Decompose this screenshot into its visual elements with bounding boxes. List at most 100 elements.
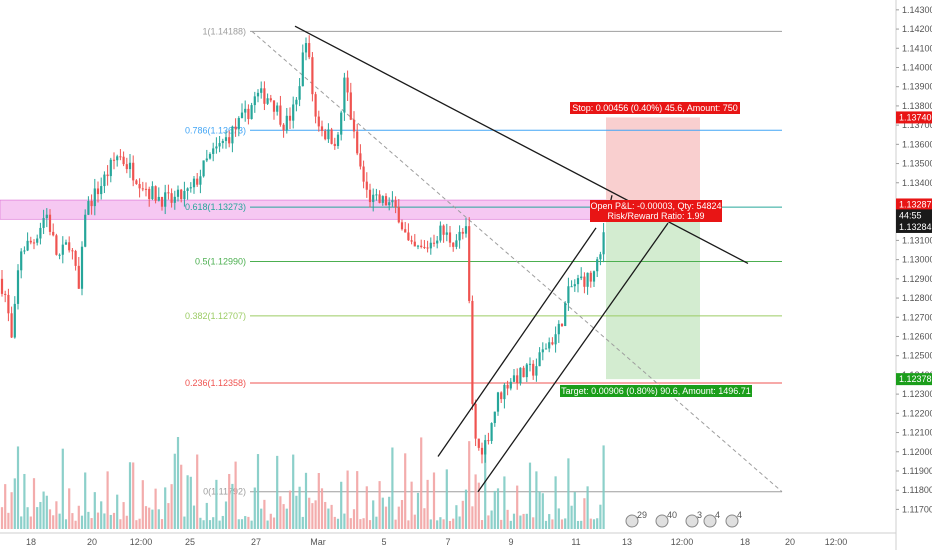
candle-body bbox=[532, 363, 535, 376]
volume-bar bbox=[237, 519, 240, 529]
candle-body bbox=[583, 276, 586, 287]
volume-bar bbox=[109, 514, 112, 529]
candle-body bbox=[349, 92, 352, 120]
candle-body bbox=[432, 242, 436, 244]
candle-body bbox=[493, 411, 496, 424]
time-tick-label: 13 bbox=[622, 537, 632, 547]
volume-bar bbox=[116, 494, 119, 529]
trend-line[interactable] bbox=[477, 222, 669, 493]
candle-body bbox=[218, 143, 221, 147]
fib-level-label: 1(1.14188) bbox=[202, 26, 246, 36]
volume-bar bbox=[506, 509, 509, 529]
candle-body bbox=[7, 294, 10, 314]
volume-bar bbox=[298, 486, 301, 529]
candle-body bbox=[372, 194, 375, 203]
volume-bar bbox=[90, 518, 93, 529]
volume-bar bbox=[564, 518, 567, 529]
candle-body bbox=[400, 222, 404, 230]
candle-body bbox=[375, 194, 378, 196]
candle-body bbox=[93, 188, 96, 207]
volume-bar bbox=[429, 519, 432, 529]
candle-body bbox=[397, 207, 400, 223]
volume-bar bbox=[292, 454, 295, 529]
candle-body bbox=[231, 126, 234, 144]
candle-body bbox=[304, 43, 308, 53]
volume-bar bbox=[279, 496, 282, 529]
volume-bar bbox=[480, 520, 484, 529]
event-count: 4 bbox=[737, 510, 742, 520]
time-tick-label: 7 bbox=[445, 537, 450, 547]
candle-body bbox=[388, 202, 391, 206]
candle-body bbox=[525, 364, 528, 378]
candle-body bbox=[42, 218, 45, 228]
candle-body bbox=[560, 323, 564, 327]
candle-body bbox=[23, 250, 26, 252]
candle-body bbox=[135, 180, 138, 185]
volume-bar bbox=[247, 516, 250, 529]
price-tick-label: 1.12600 bbox=[902, 331, 932, 341]
candle-body bbox=[541, 349, 544, 353]
volume-bar bbox=[535, 471, 538, 529]
volume-bar bbox=[586, 486, 589, 529]
economic-event-icon[interactable] bbox=[725, 514, 739, 528]
event-count: 29 bbox=[637, 510, 647, 520]
time-tick-label: 18 bbox=[740, 537, 750, 547]
volume-bar bbox=[221, 515, 224, 529]
price-tick-label: 1.14300 bbox=[902, 5, 932, 15]
candle-body bbox=[298, 86, 301, 100]
candle-body bbox=[167, 192, 170, 194]
candle-body bbox=[173, 196, 176, 203]
volume-bar bbox=[311, 503, 314, 529]
candle-body bbox=[416, 245, 420, 247]
candle-body bbox=[564, 303, 567, 327]
candle-body bbox=[125, 164, 128, 170]
candle-body bbox=[458, 231, 461, 241]
economic-event-icon[interactable] bbox=[655, 514, 669, 528]
candle-body bbox=[333, 143, 336, 147]
volume-bar bbox=[282, 504, 285, 529]
candle-body bbox=[192, 178, 196, 188]
candle-body bbox=[36, 238, 39, 243]
volume-bar bbox=[349, 518, 352, 529]
volume-bar bbox=[458, 516, 461, 529]
target-label: Target: 0.00906 (0.80%) 90.6, Amount: 14… bbox=[561, 386, 751, 396]
candle-body bbox=[509, 381, 512, 389]
trend-line[interactable] bbox=[294, 25, 749, 265]
fib-level-label: 0.786(1.13673) bbox=[185, 125, 246, 135]
volume-bar bbox=[71, 513, 74, 529]
volume-bar bbox=[439, 517, 442, 529]
candle-body bbox=[144, 188, 148, 190]
candle-body bbox=[260, 88, 263, 93]
candle-body bbox=[538, 352, 541, 367]
candle-body bbox=[77, 265, 80, 289]
candle-body bbox=[522, 367, 525, 378]
candle-body bbox=[157, 196, 160, 201]
trend-line[interactable] bbox=[437, 227, 597, 457]
volume-bar bbox=[96, 512, 100, 529]
volume-bar bbox=[7, 512, 10, 529]
volume-bar bbox=[346, 470, 349, 529]
volume-bar bbox=[122, 502, 125, 529]
economic-event-icon[interactable] bbox=[625, 514, 639, 528]
volume-bar bbox=[493, 490, 496, 529]
economic-event-icon[interactable] bbox=[703, 514, 717, 528]
volume-bar bbox=[212, 517, 215, 529]
time-tick-label: 11 bbox=[571, 537, 580, 547]
candle-body bbox=[352, 119, 356, 132]
price-tick-label: 1.12200 bbox=[902, 408, 932, 418]
volume-bar bbox=[301, 516, 304, 529]
volume-bar bbox=[368, 520, 372, 529]
candle-body bbox=[365, 181, 368, 190]
volume-bar bbox=[36, 507, 39, 529]
price-tick-label: 1.12300 bbox=[902, 389, 932, 399]
target-label-box bbox=[560, 385, 752, 397]
economic-event-icon[interactable] bbox=[685, 514, 699, 528]
candle-body bbox=[186, 188, 189, 191]
volume-bar bbox=[503, 476, 506, 529]
volume-bar bbox=[138, 518, 141, 529]
volume-bar bbox=[544, 520, 548, 529]
candle-body bbox=[413, 241, 416, 247]
candle-body bbox=[170, 193, 173, 203]
